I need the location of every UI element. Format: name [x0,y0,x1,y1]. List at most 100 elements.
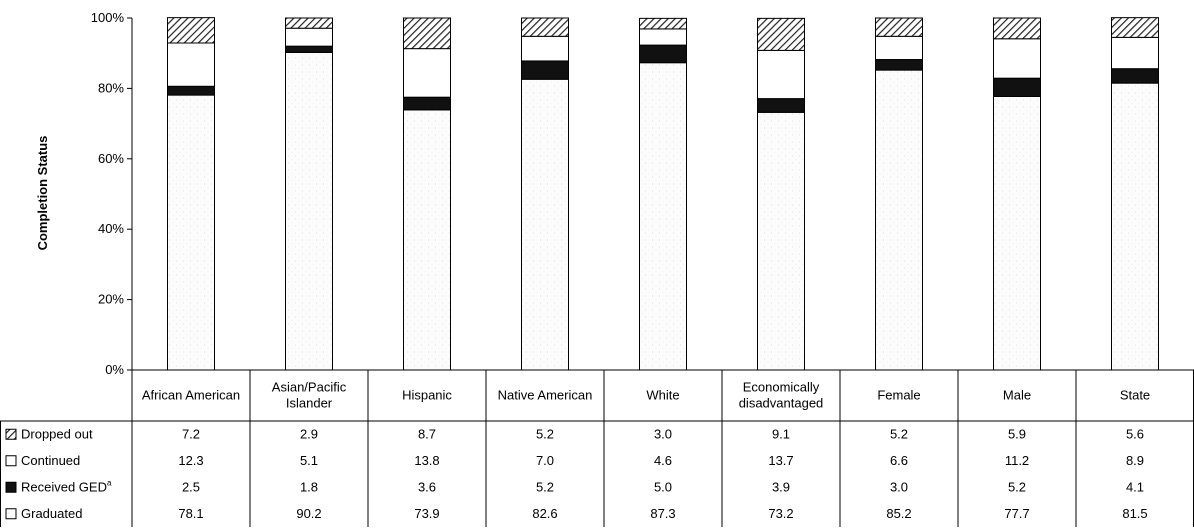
bar-segment-continued [875,35,923,61]
bar-segment-received-ged [757,98,805,113]
y-tick-label: 20% [98,292,124,307]
bars [167,17,1159,371]
table-cell-value: 5.2 [536,426,554,441]
category-label: African American [142,388,240,403]
category-label: Hispanic [402,388,452,403]
bar-segment-received-ged [639,44,687,64]
bar-segment-dropped-out [167,17,215,44]
category-label: Female [877,388,920,403]
bar-segment-dropped-out [875,17,923,37]
table-cell-value: 5.2 [1008,479,1026,494]
category-label: Asian/Pacific [272,380,347,395]
table-cell-value: 87.3 [650,506,675,521]
table-cell-value: 81.5 [1122,506,1147,521]
bar-segment-received-ged [521,60,569,80]
legend-swatch [5,481,17,493]
table-cell-value: 4.6 [654,453,672,468]
legend-label: Received GEDa [21,478,112,494]
bar-segment-graduated [521,78,569,371]
table-cell-value: 13.8 [414,453,439,468]
table-cell-value: 8.7 [418,426,436,441]
table-cell-value: 9.1 [772,426,790,441]
table-cell-value: 12.3 [178,453,203,468]
bar-segment-continued [285,27,333,47]
legend-swatch [5,455,17,467]
bar-segment-received-ged [1111,68,1159,84]
table-cell-value: 3.9 [772,479,790,494]
bar-segment-received-ged [993,77,1041,97]
y-axis-label: Completion Status [35,136,50,251]
table-cell-value: 90.2 [296,506,321,521]
table-cell-value: 5.6 [1126,426,1144,441]
category-label: Islander [286,396,333,411]
category-label: Economically [743,380,820,395]
bar-segment-continued [167,42,215,87]
legend-swatch [5,508,17,520]
legend-swatch [5,428,17,440]
bar-segment-dropped-out [521,17,569,37]
y-tick-label: 60% [98,151,124,166]
y-tick-label: 0% [105,362,124,377]
y-tick-label: 40% [98,221,124,236]
y-tick-label: 100% [91,10,125,25]
bar-segment-received-ged [167,85,215,96]
bar-segment-continued [757,49,805,100]
table-cell-value: 5.2 [536,479,554,494]
table-cell-value: 85.2 [886,506,911,521]
table-cell-value: 5.2 [890,426,908,441]
bar-segment-continued [1111,36,1159,70]
table-cell-value: 5.1 [300,453,318,468]
bar-segment-received-ged [403,96,451,111]
bar-segment-continued [403,48,451,98]
bar-segment-dropped-out [285,17,333,29]
table-cell-value: 7.2 [182,426,200,441]
table-cell-value: 3.0 [654,426,672,441]
bar-segment-graduated [757,111,805,371]
bar-segment-received-ged [285,45,333,53]
bar-segment-graduated [875,69,923,371]
table-cell-value: 5.9 [1008,426,1026,441]
category-label: White [646,388,679,403]
table-cell-value: 4.1 [1126,479,1144,494]
y-ticks: 0% 20% 40% 60% 80% 100% [91,10,132,377]
bar-segment-received-ged [875,59,923,71]
table-cell-value: 73.2 [768,506,793,521]
bar-segment-continued [993,38,1041,79]
legend-label: Continued [21,453,80,468]
y-tick-label: 80% [98,80,124,95]
table-cell-value: 7.0 [536,453,554,468]
table-cell-value: 82.6 [532,506,557,521]
table-cell-value: 2.9 [300,426,318,441]
bar-segment-dropped-out [639,17,687,30]
bar-segment-dropped-out [403,17,451,50]
bar-segment-graduated [167,94,215,371]
table-cell-value: 1.8 [300,479,318,494]
bar-segment-graduated [993,95,1041,371]
category-label: Male [1003,388,1031,403]
bar-segment-dropped-out [757,17,805,51]
table-cell-value: 6.6 [890,453,908,468]
bar-segment-graduated [1111,82,1159,371]
table-cell-value: 73.9 [414,506,439,521]
table-cell-value: 5.0 [654,479,672,494]
bar-segment-continued [521,35,569,62]
table-cell-value: 3.6 [418,479,436,494]
bar-segment-graduated [639,62,687,371]
table-cell-value: 8.9 [1126,453,1144,468]
bar-segment-graduated [403,109,451,371]
table-cell-value: 2.5 [182,479,200,494]
category-label: disadvantaged [739,396,824,411]
legend-label: Graduated [21,506,82,521]
bar-segment-continued [639,28,687,46]
bar-segment-dropped-out [1111,17,1159,38]
bar-segment-graduated [285,51,333,371]
category-label: Native American [498,388,593,403]
table-cell-value: 3.0 [890,479,908,494]
table-cell-value: 77.7 [1004,506,1029,521]
bar-segment-dropped-out [993,17,1041,40]
table-cell-value: 78.1 [178,506,203,521]
table-cell-value: 11.2 [1005,453,1029,468]
table-cell-value: 13.7 [768,453,793,468]
